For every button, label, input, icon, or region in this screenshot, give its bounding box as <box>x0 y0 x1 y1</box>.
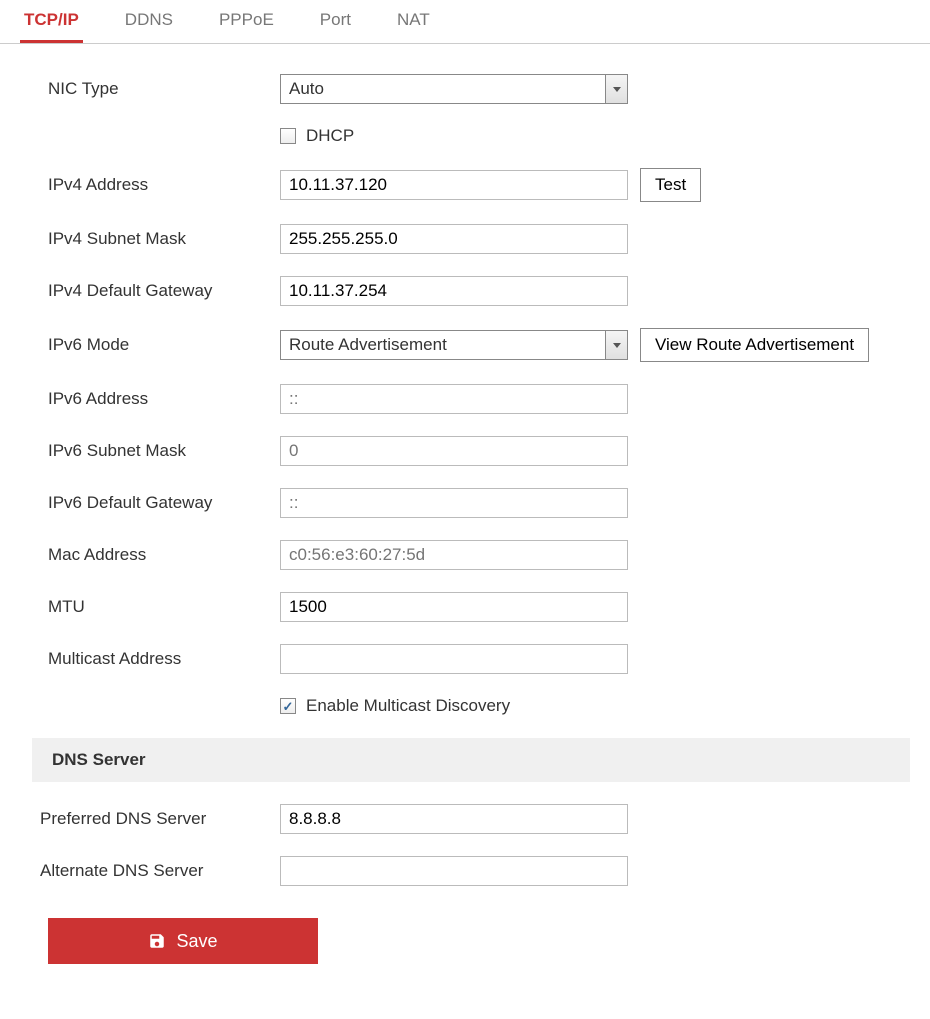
save-icon <box>148 932 166 950</box>
ipv6-mode-select[interactable]: Route Advertisement <box>280 330 628 360</box>
ipv6-address-input[interactable] <box>280 384 628 414</box>
save-button[interactable]: Save <box>48 918 318 964</box>
dhcp-checkbox[interactable] <box>280 128 296 144</box>
nic-type-value: Auto <box>289 79 324 99</box>
mac-address-input <box>280 540 628 570</box>
test-button[interactable]: Test <box>640 168 701 202</box>
tab-ddns[interactable]: DDNS <box>121 0 177 43</box>
mtu-label: MTU <box>48 597 280 617</box>
tab-nat[interactable]: NAT <box>393 0 434 43</box>
ipv4-address-input[interactable] <box>280 170 628 200</box>
ipv6-mode-value: Route Advertisement <box>289 335 447 355</box>
view-route-button[interactable]: View Route Advertisement <box>640 328 869 362</box>
chevron-down-icon <box>605 75 627 103</box>
enable-multicast-label: Enable Multicast Discovery <box>306 696 510 716</box>
ipv6-subnet-input[interactable] <box>280 436 628 466</box>
multicast-address-label: Multicast Address <box>48 649 280 669</box>
ipv6-gateway-label: IPv6 Default Gateway <box>48 493 280 513</box>
alternate-dns-label: Alternate DNS Server <box>40 861 280 881</box>
dhcp-label: DHCP <box>306 126 354 146</box>
ipv6-subnet-label: IPv6 Subnet Mask <box>48 441 280 461</box>
mtu-input[interactable] <box>280 592 628 622</box>
mac-address-label: Mac Address <box>48 545 280 565</box>
dns-header: DNS Server <box>32 738 910 782</box>
multicast-address-input[interactable] <box>280 644 628 674</box>
enable-multicast-checkbox[interactable] <box>280 698 296 714</box>
chevron-down-icon <box>605 331 627 359</box>
tab-bar: TCP/IP DDNS PPPoE Port NAT <box>0 0 930 44</box>
ipv6-address-label: IPv6 Address <box>48 389 280 409</box>
tab-pppoe[interactable]: PPPoE <box>215 0 278 43</box>
ipv4-gateway-input[interactable] <box>280 276 628 306</box>
nic-type-select[interactable]: Auto <box>280 74 628 104</box>
tab-tcpip[interactable]: TCP/IP <box>20 0 83 43</box>
tab-port[interactable]: Port <box>316 0 355 43</box>
preferred-dns-input[interactable] <box>280 804 628 834</box>
save-label: Save <box>176 931 217 952</box>
alternate-dns-input[interactable] <box>280 856 628 886</box>
form-area: NIC Type Auto DHCP IPv4 Address Test IPv… <box>0 44 930 716</box>
ipv6-mode-label: IPv6 Mode <box>48 335 280 355</box>
ipv4-subnet-label: IPv4 Subnet Mask <box>48 229 280 249</box>
ipv4-address-label: IPv4 Address <box>48 175 280 195</box>
ipv6-gateway-input[interactable] <box>280 488 628 518</box>
ipv4-gateway-label: IPv4 Default Gateway <box>48 281 280 301</box>
ipv4-subnet-input[interactable] <box>280 224 628 254</box>
nic-type-label: NIC Type <box>48 79 280 99</box>
dns-section: DNS Server Preferred DNS Server Alternat… <box>0 738 930 886</box>
preferred-dns-label: Preferred DNS Server <box>40 809 280 829</box>
